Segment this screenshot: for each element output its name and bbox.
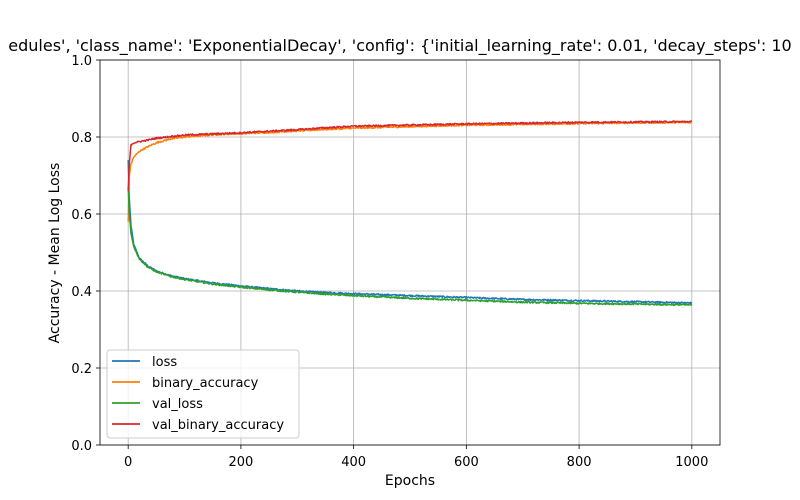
x-tick-label: 800 xyxy=(567,455,592,470)
legend-label-binary-accuracy: binary_accuracy xyxy=(152,376,259,391)
x-tick-label: 200 xyxy=(228,455,253,470)
legend-label-loss: loss xyxy=(152,355,177,370)
legend-label-val-binary-accuracy: val_binary_accuracy xyxy=(152,418,284,433)
y-tick-label: 0.8 xyxy=(71,131,92,146)
tick-layer: 0 200 400 600 800 1000 0.0 0.2 0.4 0.6 0.8 1.0 xyxy=(71,54,708,470)
y-tick-label: 0.0 xyxy=(71,439,92,454)
x-tick-label: 0 xyxy=(124,455,132,470)
axes-frame xyxy=(99,59,721,446)
x-tick-label: 400 xyxy=(341,455,366,470)
legend: loss binary_accuracy val_loss val_binary_ac… xyxy=(106,349,300,439)
y-axis-label: Accuracy - Mean Log Loss xyxy=(47,163,63,344)
x-tick-label: 600 xyxy=(454,455,479,470)
x-tick-label: 1000 xyxy=(675,455,708,470)
series-layer xyxy=(127,120,693,307)
y-tick-label: 1.0 xyxy=(71,54,92,69)
y-tick-label: 0.6 xyxy=(71,208,92,223)
y-tick-label: 0.2 xyxy=(71,362,92,377)
axes xyxy=(99,59,721,446)
x-axis-label: Epochs xyxy=(385,473,435,489)
series-line-val-binary-accuracy xyxy=(127,120,693,191)
legend-box xyxy=(106,349,300,439)
legend-label-val-loss: val_loss xyxy=(152,397,203,412)
series-line-val-loss xyxy=(127,187,693,307)
y-tick-label: 0.4 xyxy=(71,285,92,300)
chart-title: edules', 'class_name': 'ExponentialDecay… xyxy=(8,36,791,56)
